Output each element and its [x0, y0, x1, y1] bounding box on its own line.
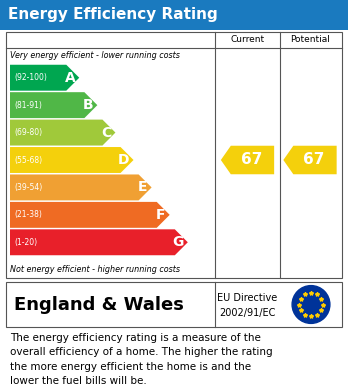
Text: The energy efficiency rating is a measure of the
overall efficiency of a home. T: The energy efficiency rating is a measur…	[10, 333, 272, 386]
Polygon shape	[10, 202, 170, 228]
Text: (92-100): (92-100)	[14, 73, 47, 82]
Text: (21-38): (21-38)	[14, 210, 42, 219]
Text: G: G	[172, 235, 184, 249]
Text: (55-68): (55-68)	[14, 156, 42, 165]
Text: Very energy efficient - lower running costs: Very energy efficient - lower running co…	[10, 52, 180, 61]
Polygon shape	[10, 65, 79, 91]
Text: Current: Current	[230, 36, 264, 45]
Polygon shape	[221, 146, 274, 174]
Text: F: F	[156, 208, 166, 222]
Bar	[6, 32, 342, 278]
Polygon shape	[10, 147, 134, 173]
Circle shape	[292, 285, 330, 323]
Bar	[6, 282, 342, 327]
Text: E: E	[138, 180, 148, 194]
Text: Potential: Potential	[290, 36, 330, 45]
Polygon shape	[10, 174, 152, 201]
Text: B: B	[83, 98, 93, 112]
Bar	[0, 0, 348, 30]
Text: (1-20): (1-20)	[14, 238, 37, 247]
Polygon shape	[10, 92, 97, 118]
Text: A: A	[64, 71, 75, 85]
Text: 67: 67	[241, 152, 262, 167]
Text: Energy Efficiency Rating: Energy Efficiency Rating	[8, 7, 218, 23]
Text: 2002/91/EC: 2002/91/EC	[219, 308, 276, 317]
Text: C: C	[101, 126, 111, 140]
Text: EU Directive: EU Directive	[218, 293, 278, 303]
Text: England & Wales: England & Wales	[14, 296, 184, 314]
Text: D: D	[118, 153, 129, 167]
Polygon shape	[10, 229, 188, 255]
Text: 67: 67	[303, 152, 325, 167]
Text: (39-54): (39-54)	[14, 183, 42, 192]
Text: (69-80): (69-80)	[14, 128, 42, 137]
Polygon shape	[283, 146, 337, 174]
Text: Not energy efficient - higher running costs: Not energy efficient - higher running co…	[10, 265, 180, 274]
Text: (81-91): (81-91)	[14, 100, 42, 109]
Polygon shape	[10, 120, 116, 145]
